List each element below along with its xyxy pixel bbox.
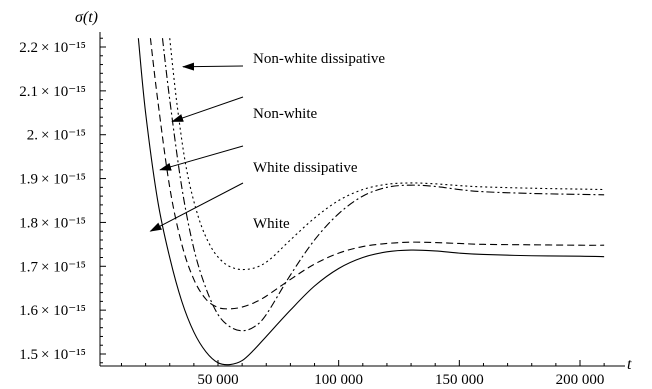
axes [99, 32, 625, 367]
y-tick-label: 1.9 [19, 172, 38, 188]
y-tick-label: 2.1 [19, 84, 38, 100]
y-tick-label: 1.5 [19, 347, 38, 363]
y-tick-label: 1.6 [19, 303, 38, 319]
y-tick-exponent: × 10⁻¹⁵ [41, 172, 86, 188]
annotation-label-white-dissipative: White dissipative [253, 160, 358, 176]
y-tick-exponent: × 10⁻¹⁵ [41, 259, 86, 275]
x-tick-label: 200 000 [556, 372, 605, 388]
y-tick-label: 2.2 [19, 40, 38, 56]
annotation-arrow-non-white-dissipative [182, 62, 244, 71]
y-tick-label: 1.7 [19, 259, 38, 275]
y-tick-exponent: × 10⁻¹⁵ [41, 84, 86, 100]
series-line-non-white-dissipative [169, 38, 605, 271]
annotation-arrow-non-white [171, 96, 244, 123]
series-line-white-dissipative [149, 38, 605, 310]
y-tick-exponent: × 10⁻¹⁵ [41, 40, 86, 56]
annotation-label-non-white: Non-white [253, 106, 317, 122]
y-ticks: 1.5 × 10⁻¹⁵1.6 × 10⁻¹⁵1.7 × 10⁻¹⁵1.8 × 10⁻¹⁵… [19, 37, 106, 364]
y-tick-exponent: × 10⁻¹⁵ [41, 347, 86, 363]
x-tick-label: 100 000 [314, 372, 363, 388]
series-line-non-white [161, 38, 605, 332]
x-tick-label: 150 000 [435, 372, 484, 388]
annotation-arrow-white [149, 182, 244, 232]
x-ticks: 50 000 100 000 150 000 200 000 [120, 360, 605, 388]
y-tick-exponent: × 10⁻¹⁵ [41, 215, 86, 231]
y-tick-label: 1.8 [19, 215, 38, 231]
series-line-white [137, 38, 605, 366]
y-tick-exponent: × 10⁻¹⁵ [41, 128, 86, 144]
y-tick-exponent: × 10⁻¹⁵ [41, 303, 86, 319]
annotation-label-non-white-dissipative: Non-white dissipative [253, 51, 385, 67]
y-axis-title: σ(t) [75, 9, 98, 26]
annotation-arrow-white-dissipative [159, 145, 244, 171]
annotation-label-white: White [253, 216, 290, 232]
y-tick-label: 2. [27, 128, 38, 144]
x-tick-label: 50 000 [197, 372, 238, 388]
annotation-layer: Non-white dissipative Non-white White diss… [149, 51, 385, 232]
x-axis-title: t [627, 356, 632, 373]
series-layer [137, 38, 605, 366]
